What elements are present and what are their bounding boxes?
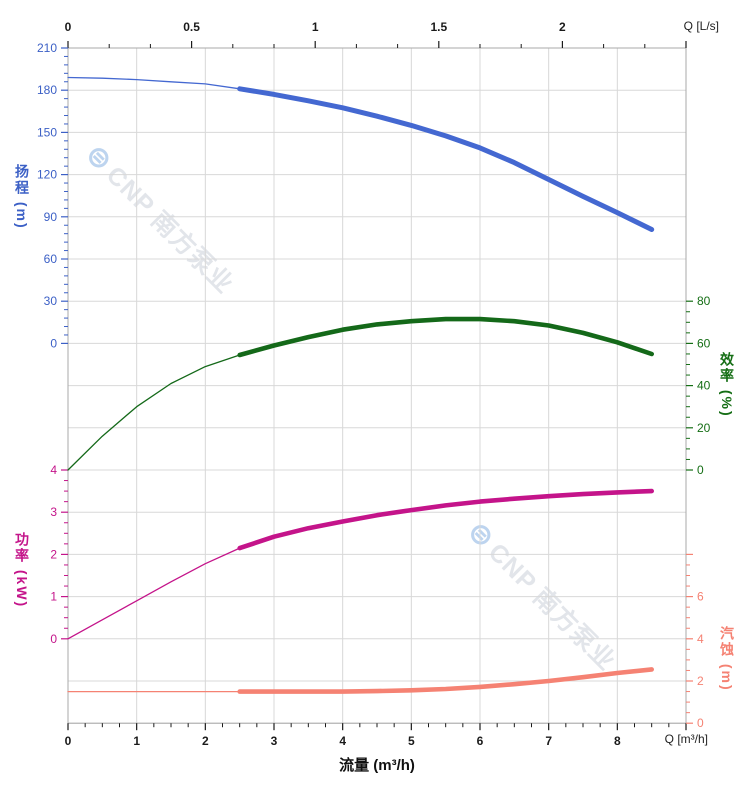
head-axis-tick-label: 30	[44, 294, 58, 308]
power-axis-tick-label: 2	[50, 547, 57, 561]
npsh-axis-tick-label: 4	[697, 632, 704, 646]
power-curve	[237, 488, 655, 551]
power-axis-title: 功率 (kW)	[14, 532, 30, 609]
npsh-axis-tick-label: 0	[697, 716, 704, 730]
efficiency-axis-tick-label: 40	[697, 379, 711, 393]
axis-tick-label: 5	[408, 734, 415, 748]
efficiency-axis-tick-label: 80	[697, 294, 711, 308]
flow-axis-title: 流量 (m³/h)	[339, 757, 415, 774]
axis-tick-label: 8	[614, 734, 621, 748]
power-axis-tick-label: 1	[50, 590, 57, 604]
efficiency-curve-extrapolated	[67, 354, 241, 471]
axis-tick-label: 6	[477, 734, 484, 748]
power-axis-tick-label: 3	[50, 505, 57, 519]
axis-tick-label: 3	[271, 734, 278, 748]
npsh-axis-tick-label: 2	[697, 674, 704, 688]
efficiency-axis-tick-label: 20	[697, 421, 711, 435]
top-axis-unit-label: Q [L/s]	[683, 19, 719, 33]
power-curve-extrapolated	[67, 547, 241, 640]
head-curve-extrapolated	[67, 76, 241, 90]
head-axis-tick-label: 90	[44, 210, 58, 224]
axis-tick-label: 4	[339, 734, 346, 748]
head-axis-tick-label: 180	[37, 83, 57, 97]
head-axis-tick-label: 120	[37, 168, 57, 182]
head-axis-tick-label: 150	[37, 125, 57, 139]
head-axis-tick-label: 0	[50, 336, 57, 350]
npsh-curve	[237, 667, 655, 694]
axis-tick-label: 2	[559, 20, 566, 34]
efficiency-axis-tick-label: 60	[697, 336, 711, 350]
efficiency-axis-tick-label: 0	[697, 463, 704, 477]
head-axis-tick-label: 210	[37, 41, 57, 55]
axis-tick-label: 7	[545, 734, 552, 748]
head-axis-title: 扬程 (m)	[14, 164, 30, 230]
axis-tick-label: 1	[133, 734, 140, 748]
efficiency-curve	[237, 316, 655, 358]
axis-tick-label: 2	[202, 734, 209, 748]
axis-tick-label: 0.5	[183, 20, 200, 34]
efficiency-axis-title: 效率 (%)	[719, 352, 735, 418]
power-axis-tick-label: 4	[50, 463, 57, 477]
npsh-axis-title: 汽蚀 (m)	[719, 626, 735, 692]
head-axis-tick-label: 60	[44, 252, 58, 266]
power-axis-tick-label: 0	[50, 632, 57, 646]
axis-tick-label: 0	[65, 734, 72, 748]
axis-tick-label: 1.5	[430, 20, 447, 34]
npsh-axis-tick-label: 6	[697, 590, 704, 604]
axis-tick-label: 0	[65, 20, 72, 34]
bottom-axis-unit-label: Q [m³/h]	[664, 732, 708, 746]
axis-tick-label: 1	[312, 20, 319, 34]
head-curve	[237, 86, 655, 232]
